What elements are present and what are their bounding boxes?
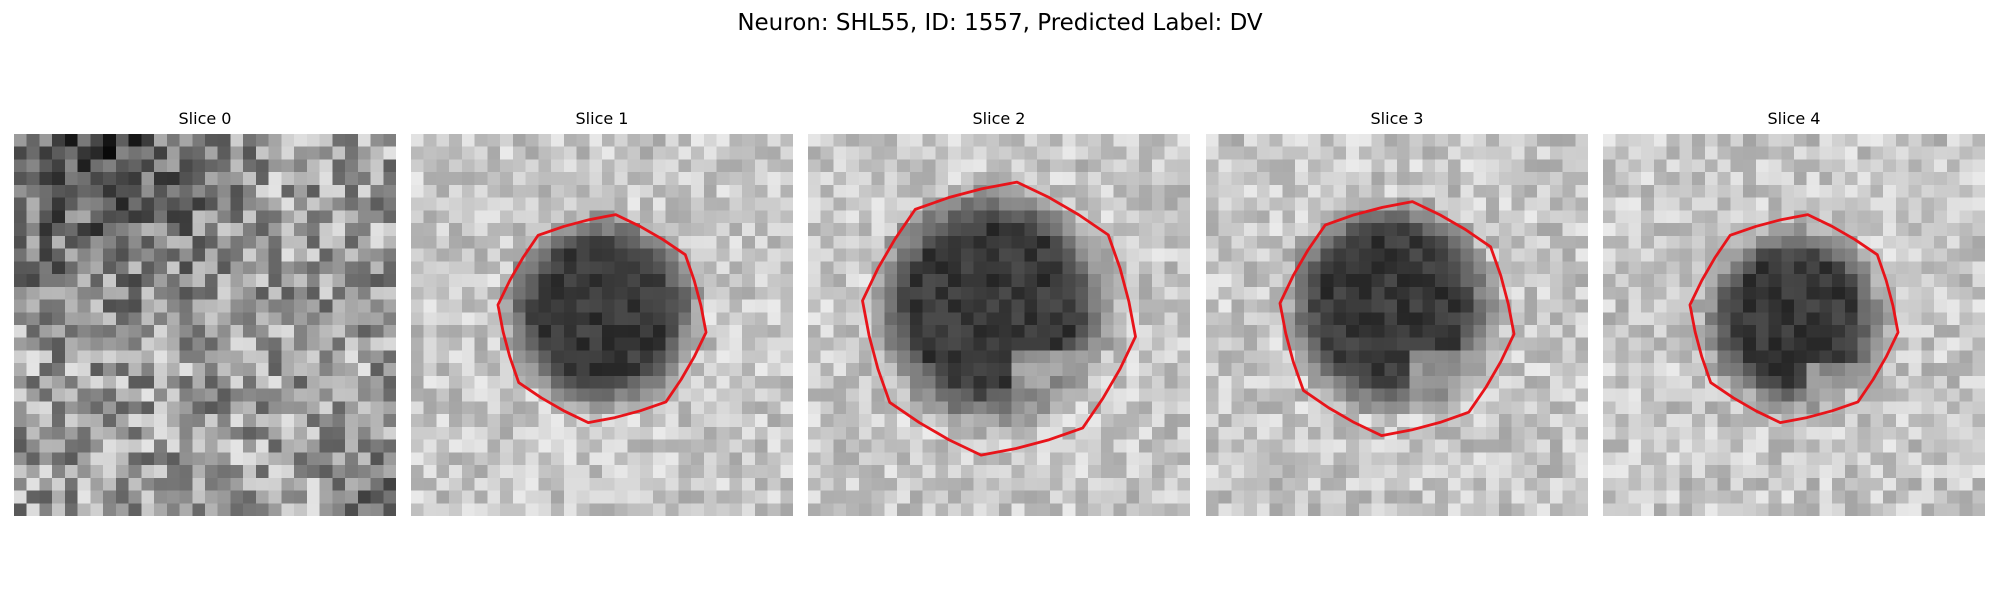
slice-image bbox=[1603, 134, 1985, 516]
slice-panel-4: Slice 4 bbox=[1603, 108, 1985, 518]
slice-panel-1: Slice 1 bbox=[411, 108, 793, 518]
slice-image bbox=[411, 134, 793, 516]
slice-image bbox=[808, 134, 1190, 516]
figure-title: Neuron: SHL55, ID: 1557, Predicted Label… bbox=[737, 10, 1263, 36]
slice-panel-0: Slice 0 bbox=[14, 108, 396, 518]
slice-title: Slice 4 bbox=[1767, 109, 1821, 128]
slice-panel-3: Slice 3 bbox=[1206, 108, 1588, 518]
slice-image bbox=[14, 134, 396, 516]
slice-panel-2: Slice 2 bbox=[808, 108, 1190, 518]
slice-title: Slice 1 bbox=[575, 109, 629, 128]
slice-title: Slice 0 bbox=[178, 109, 232, 128]
slice-image bbox=[1206, 134, 1588, 516]
slice-title: Slice 3 bbox=[1370, 109, 1424, 128]
slice-title: Slice 2 bbox=[972, 109, 1026, 128]
